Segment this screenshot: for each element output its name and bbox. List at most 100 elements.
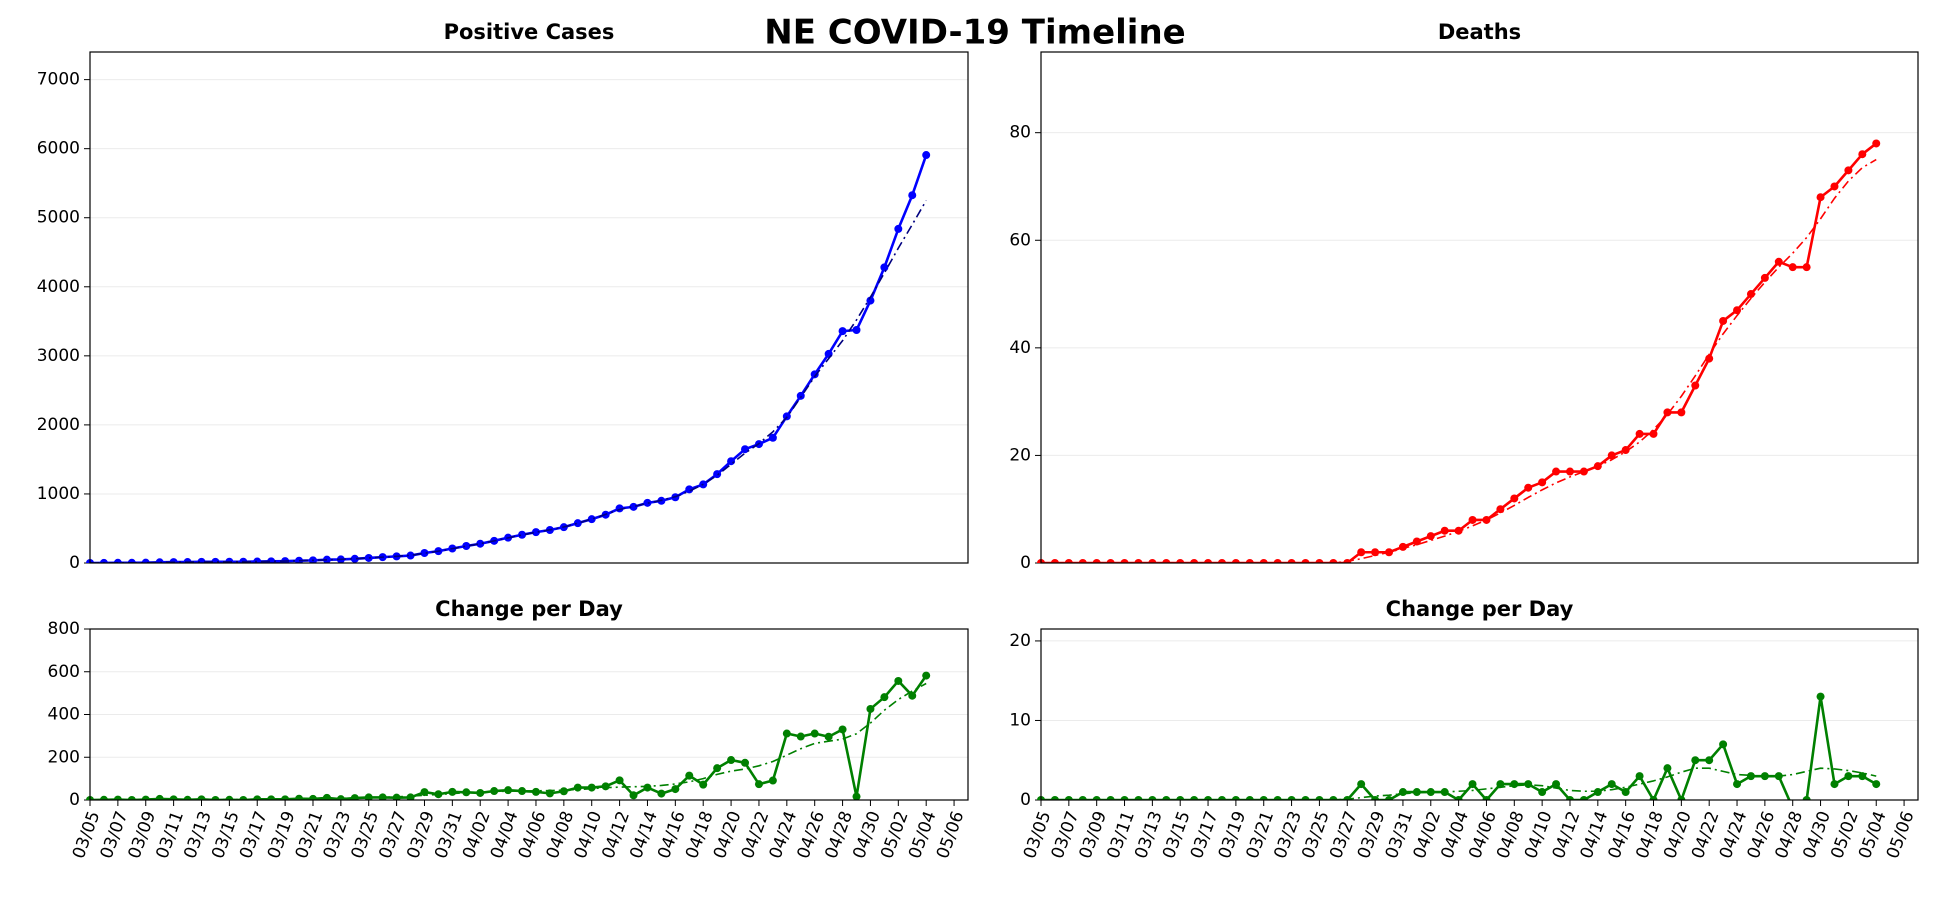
data-point xyxy=(1426,532,1435,541)
data-point xyxy=(1468,515,1477,524)
data-point xyxy=(1120,559,1129,563)
data-point xyxy=(852,792,861,800)
data-point xyxy=(1579,467,1588,476)
data-point xyxy=(1398,542,1407,551)
data-point xyxy=(1190,796,1199,800)
data-point xyxy=(1663,764,1672,773)
data-point xyxy=(1329,796,1338,800)
data-point xyxy=(713,764,722,773)
data-point xyxy=(350,554,359,563)
y-tick-label: 600 xyxy=(48,662,80,682)
data-point xyxy=(113,795,122,800)
data-point xyxy=(1204,559,1213,563)
data-point xyxy=(1746,290,1755,299)
data-point xyxy=(1329,559,1338,563)
data-point xyxy=(1176,796,1185,800)
data-point xyxy=(1162,559,1171,563)
data-point xyxy=(1872,139,1881,148)
data-point xyxy=(1440,526,1449,535)
data-point xyxy=(1635,772,1644,781)
data-point xyxy=(99,558,108,563)
data-point xyxy=(615,776,624,785)
data-point xyxy=(476,788,485,797)
data-point xyxy=(1412,788,1421,797)
data-point xyxy=(1788,263,1797,272)
y-tick-label: 3000 xyxy=(37,346,80,366)
y-tick-label: 20 xyxy=(1009,631,1031,651)
axes-frame xyxy=(89,51,969,564)
data-point xyxy=(922,151,931,160)
data-point xyxy=(1148,796,1157,800)
data-point xyxy=(1524,483,1533,492)
y-tick-label: 6000 xyxy=(37,139,80,159)
data-point xyxy=(713,470,722,479)
data-point xyxy=(1315,559,1324,563)
data-point xyxy=(406,551,415,560)
plot-area xyxy=(86,151,931,563)
data-point xyxy=(1496,780,1505,789)
data-point xyxy=(1162,796,1171,800)
data-point xyxy=(685,485,694,494)
data-point xyxy=(671,785,680,794)
subplot-title: Positive Cases xyxy=(444,20,615,44)
data-point xyxy=(741,758,750,767)
data-point xyxy=(1482,796,1491,800)
data-point xyxy=(629,791,638,800)
data-point xyxy=(1816,193,1825,202)
data-point xyxy=(573,783,582,792)
data-point xyxy=(587,515,596,524)
data-point xyxy=(1301,796,1310,800)
data-point xyxy=(894,676,903,685)
data-point xyxy=(1844,166,1853,175)
data-point xyxy=(1245,559,1254,563)
data-point xyxy=(880,693,889,702)
subplot-title: Change per Day xyxy=(435,597,623,621)
data-point xyxy=(1705,354,1714,363)
data-point xyxy=(754,780,763,789)
data-point xyxy=(727,457,736,466)
data-point xyxy=(1872,780,1881,789)
data-point xyxy=(1858,772,1867,781)
data-point xyxy=(531,528,540,537)
data-point xyxy=(1134,796,1143,800)
y-tick-label: 4000 xyxy=(37,277,80,297)
y-tick-label: 2000 xyxy=(37,415,80,435)
data-point xyxy=(448,787,457,796)
data-point xyxy=(1774,257,1783,266)
data-point xyxy=(1816,692,1825,701)
data-point xyxy=(894,224,903,233)
data-point xyxy=(1287,796,1296,800)
data-point xyxy=(1621,788,1630,797)
data-point xyxy=(810,370,819,379)
data-point xyxy=(796,732,805,741)
data-point xyxy=(1385,796,1394,800)
y-tick-label: 5000 xyxy=(37,208,80,228)
data-point xyxy=(1078,796,1087,800)
data-point xyxy=(1259,559,1268,563)
data-point xyxy=(1760,273,1769,282)
data-point xyxy=(1176,559,1185,563)
data-point xyxy=(1524,780,1533,789)
data-point xyxy=(1426,788,1435,797)
data-point xyxy=(1565,796,1574,800)
data-point xyxy=(1120,796,1129,800)
data-point xyxy=(1454,796,1463,800)
data-point xyxy=(699,780,708,789)
data-point xyxy=(852,326,861,335)
data-point xyxy=(1719,316,1728,325)
data-point xyxy=(531,787,540,796)
y-tick-label: 1000 xyxy=(37,484,80,504)
data-point xyxy=(1357,548,1366,557)
data-point xyxy=(1691,381,1700,390)
data-point xyxy=(922,671,931,680)
data-point xyxy=(643,498,652,507)
data-point xyxy=(1371,796,1380,800)
data-point xyxy=(1315,796,1324,800)
data-point xyxy=(406,793,415,800)
data-point xyxy=(1398,788,1407,797)
data-point xyxy=(462,788,471,797)
data-point xyxy=(1705,756,1714,765)
trend-line xyxy=(1041,158,1877,563)
data-point xyxy=(1064,559,1073,563)
data-point xyxy=(1092,796,1101,800)
